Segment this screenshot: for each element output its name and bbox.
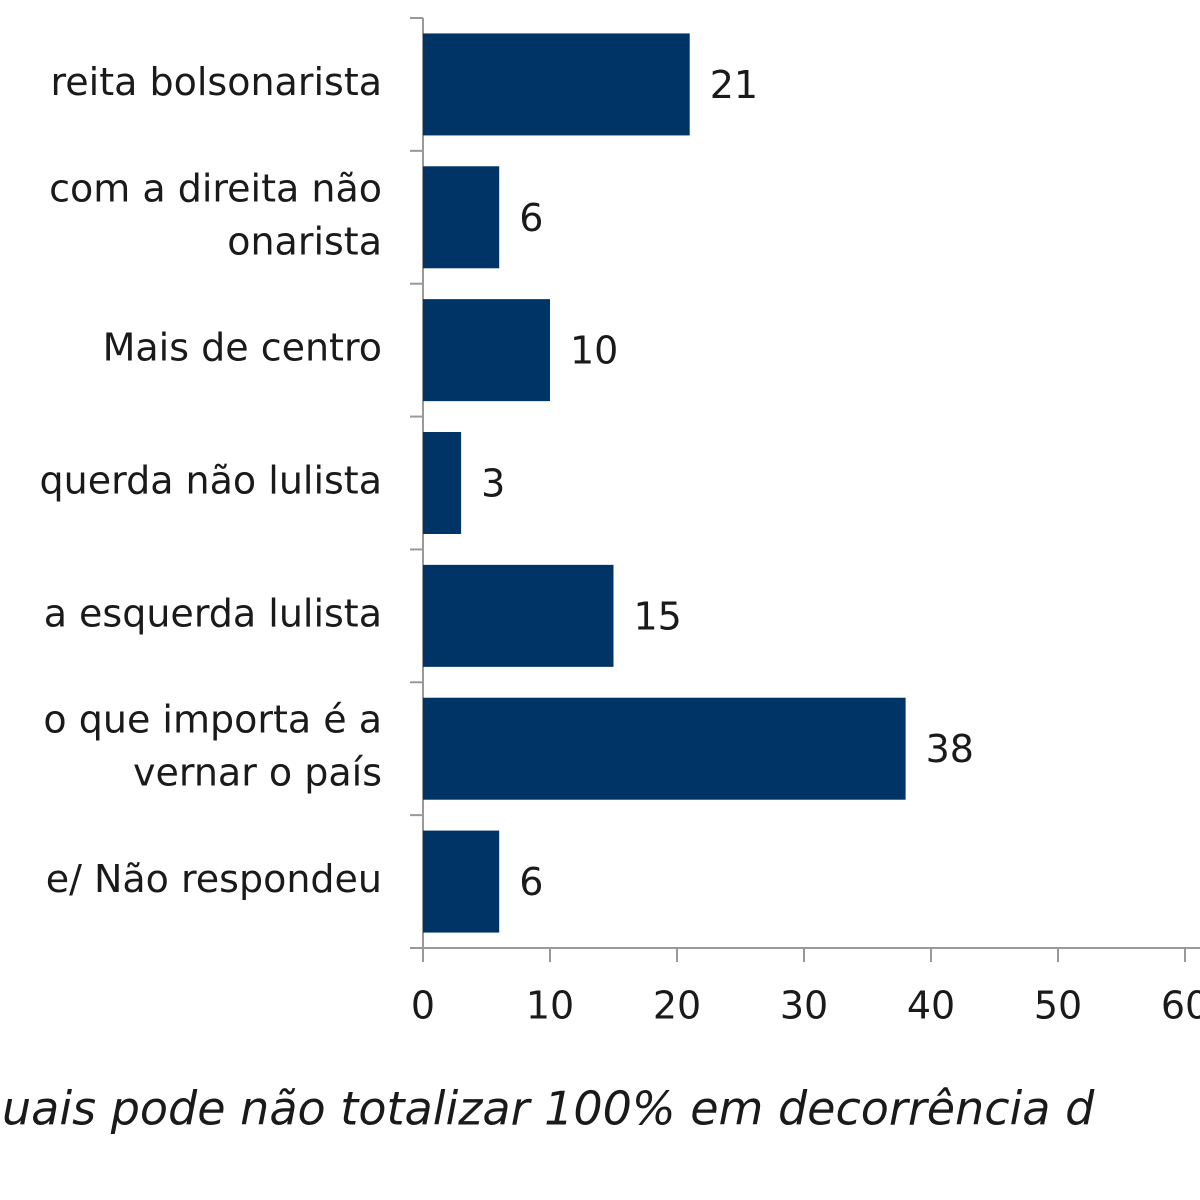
category-label: Mais de centro	[103, 326, 382, 370]
category-label: vernar o país	[133, 751, 382, 795]
x-tick-label: 20	[653, 984, 701, 1028]
value-label: 15	[634, 594, 682, 638]
x-tick-label: 30	[780, 984, 828, 1028]
value-label: 6	[519, 196, 543, 240]
category-label: o que importa é a	[43, 698, 382, 742]
category-label: a esquerda lulista	[44, 591, 382, 635]
footnote: uais pode não totalizar 100% em decorrên…	[2, 1082, 1095, 1136]
value-label: 10	[570, 329, 618, 373]
bar	[423, 830, 500, 933]
x-tick-label: 10	[526, 984, 574, 1028]
category-label: com a direita não	[49, 166, 382, 210]
x-tick-label: 60	[1161, 984, 1200, 1028]
x-tick-label: 0	[411, 984, 435, 1028]
value-label: 3	[481, 462, 505, 506]
x-tick-label: 50	[1034, 984, 1082, 1028]
bar	[423, 697, 906, 800]
x-tick-label: 40	[907, 984, 955, 1028]
bar	[423, 564, 614, 667]
value-label: 6	[519, 860, 543, 904]
bar	[423, 432, 462, 534]
bar	[423, 33, 690, 136]
category-label: e/ Não respondeu	[46, 857, 382, 901]
bar	[423, 166, 500, 269]
category-label: querda não lulista	[40, 459, 382, 503]
category-label: onarista	[227, 219, 382, 263]
bar	[423, 299, 550, 402]
value-label: 21	[710, 63, 758, 107]
category-label: reita bolsonarista	[51, 60, 383, 104]
value-label: 38	[926, 727, 974, 771]
